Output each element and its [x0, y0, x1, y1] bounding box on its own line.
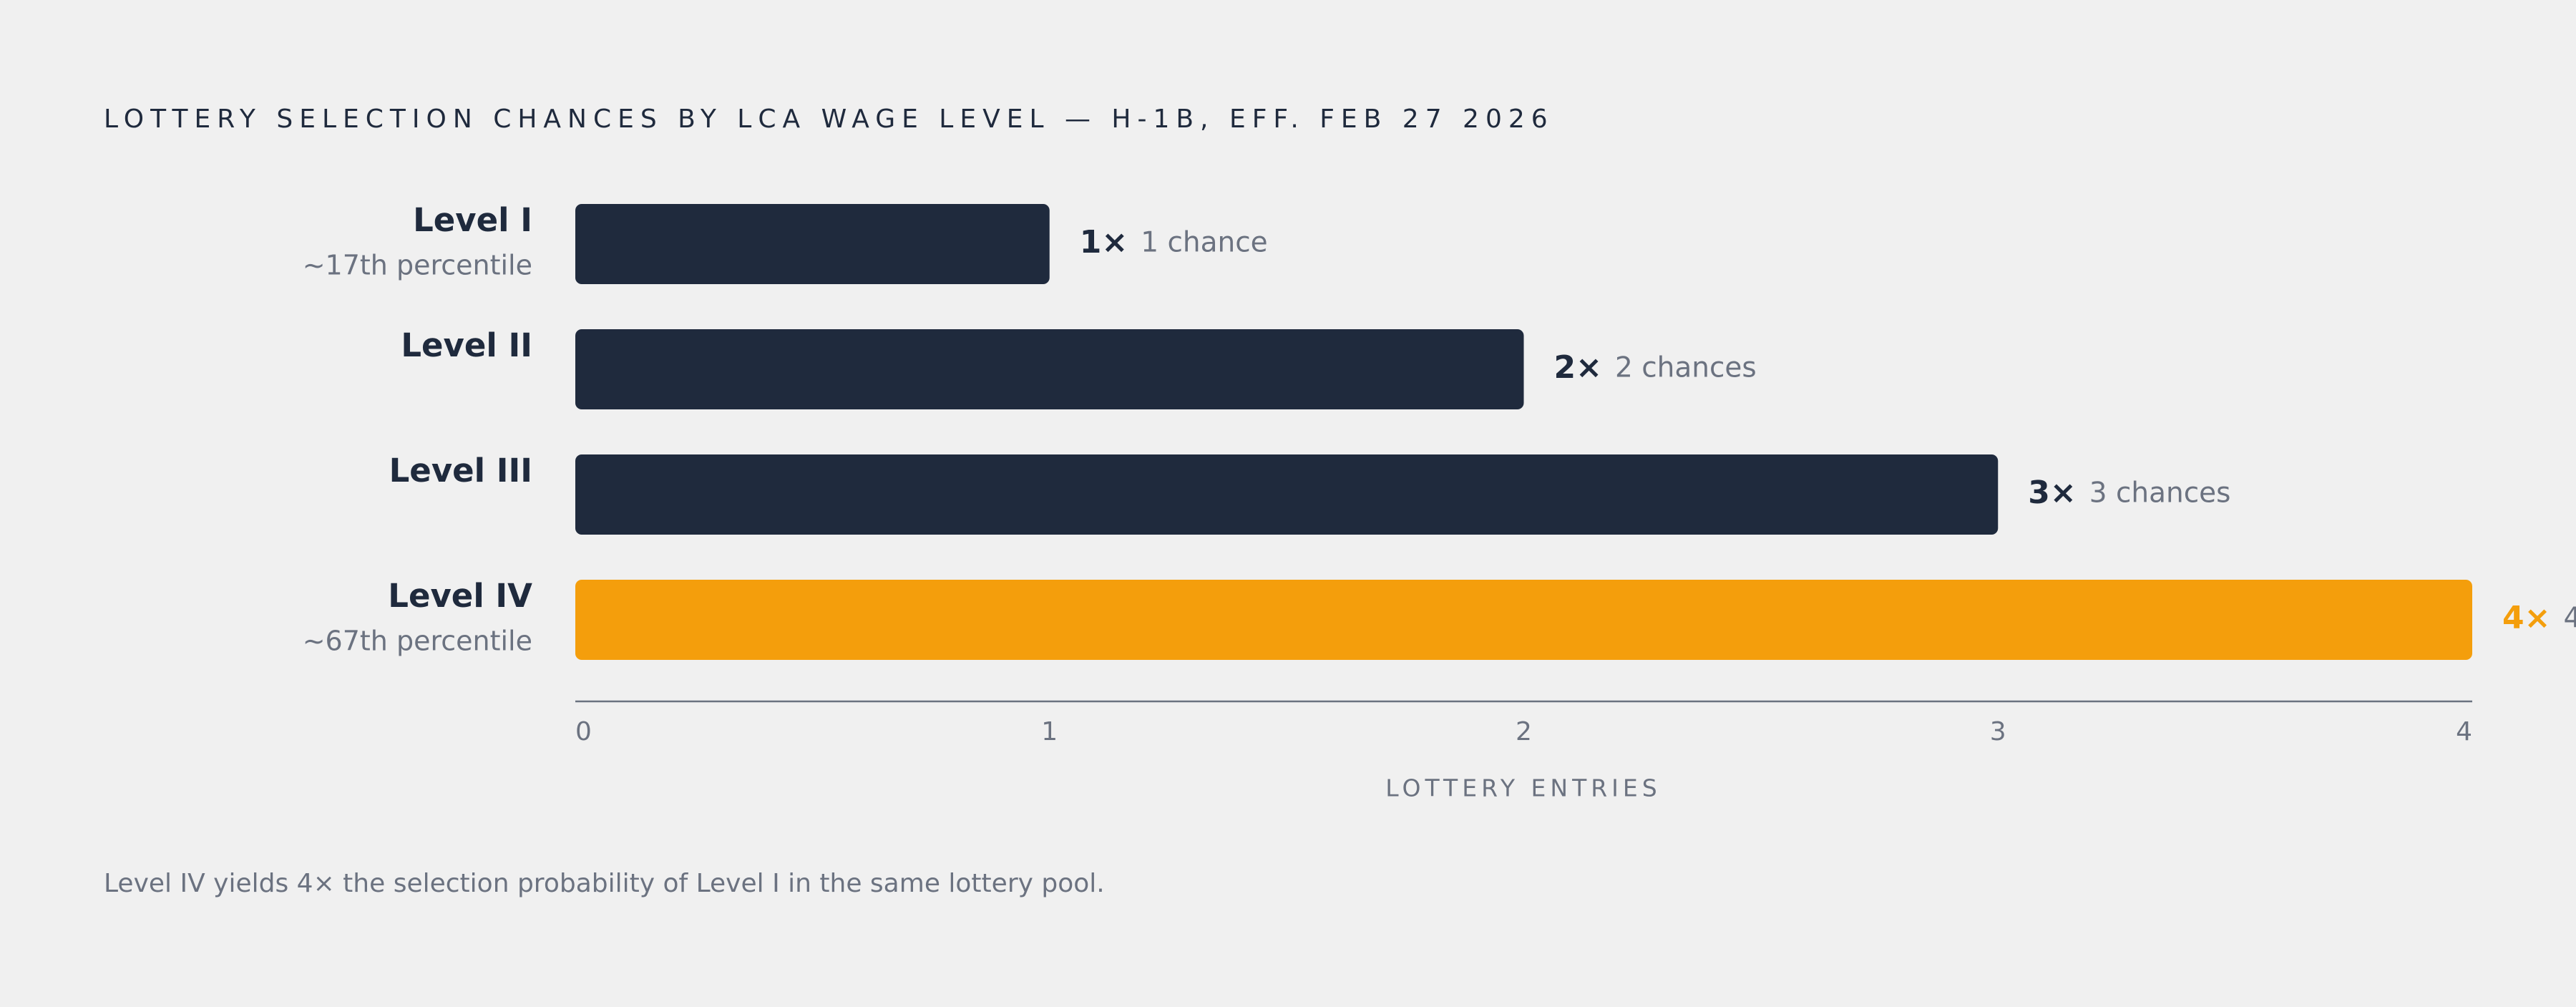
- bar: [575, 329, 1524, 409]
- value-label: 1×: [1080, 224, 1128, 261]
- value-note: 1 chance: [1141, 227, 1267, 259]
- category-note: ~17th percentile: [303, 250, 532, 281]
- value-label: 3×: [2028, 475, 2076, 511]
- value-label: 2×: [1554, 349, 1602, 386]
- x-axis-title: LOTTERY ENTRIES: [1385, 774, 1661, 802]
- bar: [575, 454, 1999, 535]
- x-tick-label: 2: [1516, 717, 1532, 746]
- category-note: ~67th percentile: [303, 626, 532, 657]
- x-tick-label: 1: [1041, 717, 1058, 746]
- value-note: 4 chances: [2563, 603, 2576, 635]
- category-label: Level I: [413, 201, 532, 239]
- category-label: Level IV: [388, 577, 532, 615]
- chart-title: LOTTERY SELECTION CHANCES BY LCA WAGE LE…: [104, 104, 1554, 134]
- value-label: 4×: [2502, 600, 2550, 636]
- footnote: Level IV yields 4× the selection probabi…: [104, 869, 1105, 898]
- category-label: Level II: [401, 326, 532, 364]
- x-tick-label: 3: [1990, 717, 2006, 746]
- x-tick-label: 0: [575, 717, 592, 746]
- x-tick-label: 4: [2456, 717, 2472, 746]
- bar: [575, 204, 1050, 284]
- category-label: Level III: [389, 452, 532, 490]
- bar: [575, 580, 2472, 660]
- value-note: 2 chances: [1615, 352, 1757, 384]
- value-note: 3 chances: [2089, 477, 2231, 510]
